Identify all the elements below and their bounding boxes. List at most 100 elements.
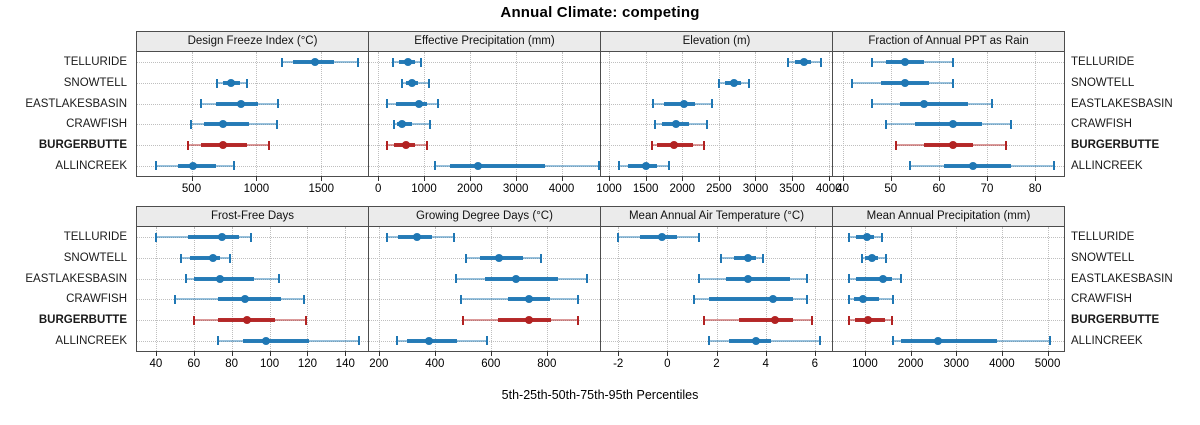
whisker-cap [278,274,280,284]
grid-line-horizontal [369,124,600,126]
whisker-cap [396,336,398,346]
iqr-bar [709,297,793,302]
whisker-cap [357,336,360,346]
median-dot [920,99,929,108]
axis-tick [609,176,611,181]
whisker-cap [806,274,809,284]
grid-line-vertical [828,52,830,176]
median-dot [879,274,888,283]
whisker-cap [460,294,463,304]
whisker-cap [249,232,252,242]
plot-area [832,226,1065,352]
whisker-cap [891,294,894,304]
axis-tick-label: 1000 [243,183,270,195]
whisker-cap [703,140,706,150]
site-label-right: ALLINCREEK [1071,159,1143,172]
whisker-cap [276,119,279,129]
median-dot [512,274,520,283]
plot-area [136,51,369,177]
iqr-bar [914,122,983,127]
whisker-cap [720,253,723,263]
site-label-left: SNOWTELL [63,252,127,264]
plot-area [832,51,1065,177]
axis-tick-label: 3000 [742,183,769,195]
iqr-bar [497,318,551,322]
whisker-cap [192,315,195,325]
median-dot [658,233,667,242]
strip-title: Mean Annual Air Temperature (°C) [628,210,805,222]
median-dot [218,233,227,242]
whisker-cap [806,294,809,304]
whisker-cap [304,315,307,325]
axis-tick-label: 2 [713,358,720,370]
whisker-cap [189,119,192,129]
whisker-cap [228,253,231,263]
grid-line-vertical [546,227,548,351]
whisker-cap [706,119,709,129]
median-dot [680,99,689,108]
iqr-bar [900,101,968,106]
whisker-cap [586,274,589,284]
whisker-cap [386,99,389,109]
median-dot [642,161,651,170]
whisker-cap [268,140,271,150]
whisker-cap [891,315,894,325]
grid-line-vertical [716,227,718,351]
whisker-cap [811,315,814,325]
whisker-cap [703,315,706,325]
whisker-cap [433,161,436,171]
whisker-cap [277,99,280,109]
panel-strip: Mean Annual Precipitation (mm) [832,206,1065,227]
iqr-bar [663,101,696,106]
panel-strip: Fraction of Annual PPT as Rain [832,31,1065,52]
median-dot [730,79,739,87]
grid-line-horizontal [137,83,368,84]
site-label-right: CRAWFISH [1071,293,1132,306]
strip-title: Design Freeze Index (°C) [187,35,318,47]
plot-area [136,226,369,352]
median-dot [495,254,504,262]
axis-tick [321,176,323,181]
median-dot [949,120,958,129]
axis-tick [546,351,548,356]
whisker-cap [464,253,467,263]
whisker-cap [885,253,888,263]
whisker-cap [870,99,873,109]
whisker-cap [818,336,821,346]
strip-title: Effective Precipitation (mm) [414,35,555,47]
axis-caption: 5th-25th-50th-75th-95th Percentiles [501,388,699,402]
whisker-cap [576,294,579,304]
iqr-bar [738,318,793,322]
axis-tick [269,351,271,356]
grid-line-horizontal [137,124,368,126]
axis-tick [378,351,380,356]
grid-line-horizontal [833,83,1064,84]
whisker-cap [847,294,850,304]
whisker-cap [870,57,873,67]
iqr-bar [856,276,893,281]
axis-tick-label: 80 [1028,183,1042,195]
grid-line-horizontal [601,165,832,167]
iqr-bar [193,276,255,281]
site-label-left: ALLINCREEK [55,159,127,172]
axis-tick [155,351,157,356]
median-dot [219,141,228,149]
axis-tick [890,176,892,181]
site-label-right: SNOWTELL [1071,77,1135,89]
axis-tick-label: 400 [425,358,445,370]
median-dot [670,141,679,149]
median-dot [524,295,533,304]
iqr-bar [485,276,558,281]
whisker-cap [952,78,955,88]
whisker-cap [1010,119,1013,129]
site-label-right: CRAWFISH [1071,118,1132,131]
axis-tick [987,176,988,181]
median-dot [310,58,319,67]
axis-tick [1035,176,1037,181]
axis-tick [618,351,620,356]
axis-tick-label: 60 [932,183,946,195]
axis-tick [682,176,684,181]
iqr-bar [728,338,771,343]
axis-tick-label: 40 [836,183,850,195]
